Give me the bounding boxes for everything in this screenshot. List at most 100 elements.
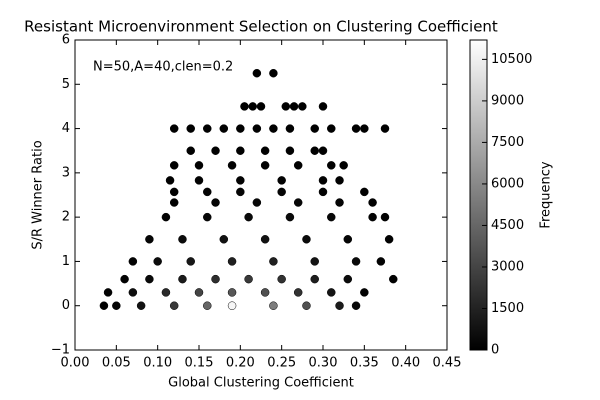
y-tick-label: −1 — [51, 343, 70, 358]
point — [368, 198, 377, 207]
point — [236, 146, 245, 155]
point — [327, 161, 336, 170]
point — [380, 124, 390, 133]
point — [285, 124, 295, 133]
point — [203, 212, 212, 222]
x-tick-label: 0.10 — [143, 356, 172, 371]
colorbar-tick-label: 0 — [491, 343, 499, 358]
point — [389, 274, 398, 284]
point — [260, 146, 270, 155]
point — [236, 187, 245, 197]
point — [256, 102, 266, 111]
point — [310, 257, 319, 266]
point — [351, 301, 361, 310]
colorbar-tick-label: 9000 — [491, 93, 524, 108]
point — [335, 301, 344, 310]
point — [227, 257, 237, 266]
x-tick-label: 0.00 — [61, 356, 90, 371]
colorbar-tick-label: 4500 — [491, 218, 524, 233]
point — [318, 176, 328, 185]
point — [327, 124, 336, 133]
point — [169, 198, 179, 207]
colorbar-tick-label: 3000 — [491, 259, 524, 274]
point — [343, 235, 353, 244]
chart-title: Resistant Microenvironment Selection on … — [24, 18, 498, 36]
point — [120, 274, 129, 284]
y-tick-label: 6 — [62, 33, 70, 48]
point — [360, 288, 369, 297]
y-tick-label: 5 — [62, 77, 70, 92]
point — [269, 124, 278, 133]
colorbar-tick-label: 7500 — [491, 135, 524, 150]
point — [219, 124, 229, 133]
point — [289, 102, 299, 111]
point — [169, 124, 179, 133]
point — [194, 288, 204, 297]
point — [302, 301, 311, 310]
point — [248, 102, 257, 111]
point — [236, 124, 245, 133]
point — [211, 198, 220, 207]
plot-area — [99, 68, 398, 310]
point — [351, 124, 361, 133]
axes-frame — [74, 39, 448, 351]
point — [169, 301, 179, 310]
y-tick-label: 3 — [62, 165, 70, 180]
x-tick-label: 0.45 — [433, 356, 462, 371]
point — [277, 274, 286, 284]
x-tick-label: 0.05 — [102, 356, 131, 371]
colorbar-tick-label: 1500 — [491, 301, 524, 316]
x-tick-label: 0.15 — [185, 356, 214, 371]
point — [211, 146, 220, 155]
point — [380, 212, 390, 222]
point — [161, 288, 171, 297]
point — [203, 124, 212, 133]
point — [360, 124, 369, 133]
point — [293, 288, 303, 297]
point — [318, 146, 328, 155]
point — [169, 161, 179, 170]
point — [165, 176, 175, 185]
point — [169, 187, 179, 197]
point — [260, 288, 270, 297]
point — [136, 301, 146, 310]
point — [227, 301, 237, 310]
annotation: N=50,A=40,clen=0.2 — [93, 60, 233, 75]
point — [211, 274, 220, 284]
point — [145, 274, 154, 284]
point — [99, 301, 109, 310]
point — [161, 212, 171, 222]
point — [128, 288, 138, 297]
point — [103, 288, 113, 297]
y-tick-label: 0 — [62, 298, 70, 313]
point — [335, 198, 344, 207]
point — [327, 288, 336, 297]
point — [318, 187, 328, 197]
point — [285, 146, 295, 155]
point — [310, 274, 319, 284]
point — [351, 257, 361, 266]
point — [112, 301, 121, 310]
point — [203, 187, 212, 197]
x-tick-label: 0.25 — [267, 356, 296, 371]
point — [285, 212, 295, 222]
point — [281, 102, 291, 111]
point — [252, 68, 262, 78]
point — [153, 257, 162, 266]
point — [236, 176, 245, 185]
point — [186, 257, 195, 266]
y-tick-label: 1 — [62, 254, 70, 269]
point — [186, 124, 195, 133]
point — [343, 274, 353, 284]
point — [178, 274, 187, 284]
colorbar-tick-label: 6000 — [491, 176, 524, 191]
x-tick-label: 0.20 — [226, 356, 255, 371]
point — [368, 212, 377, 222]
point — [269, 257, 278, 266]
x-tick-label: 0.30 — [309, 356, 338, 371]
point — [227, 161, 237, 170]
y-tick-label: 2 — [62, 210, 70, 225]
point — [260, 161, 270, 170]
point — [244, 212, 253, 222]
point — [203, 301, 212, 310]
